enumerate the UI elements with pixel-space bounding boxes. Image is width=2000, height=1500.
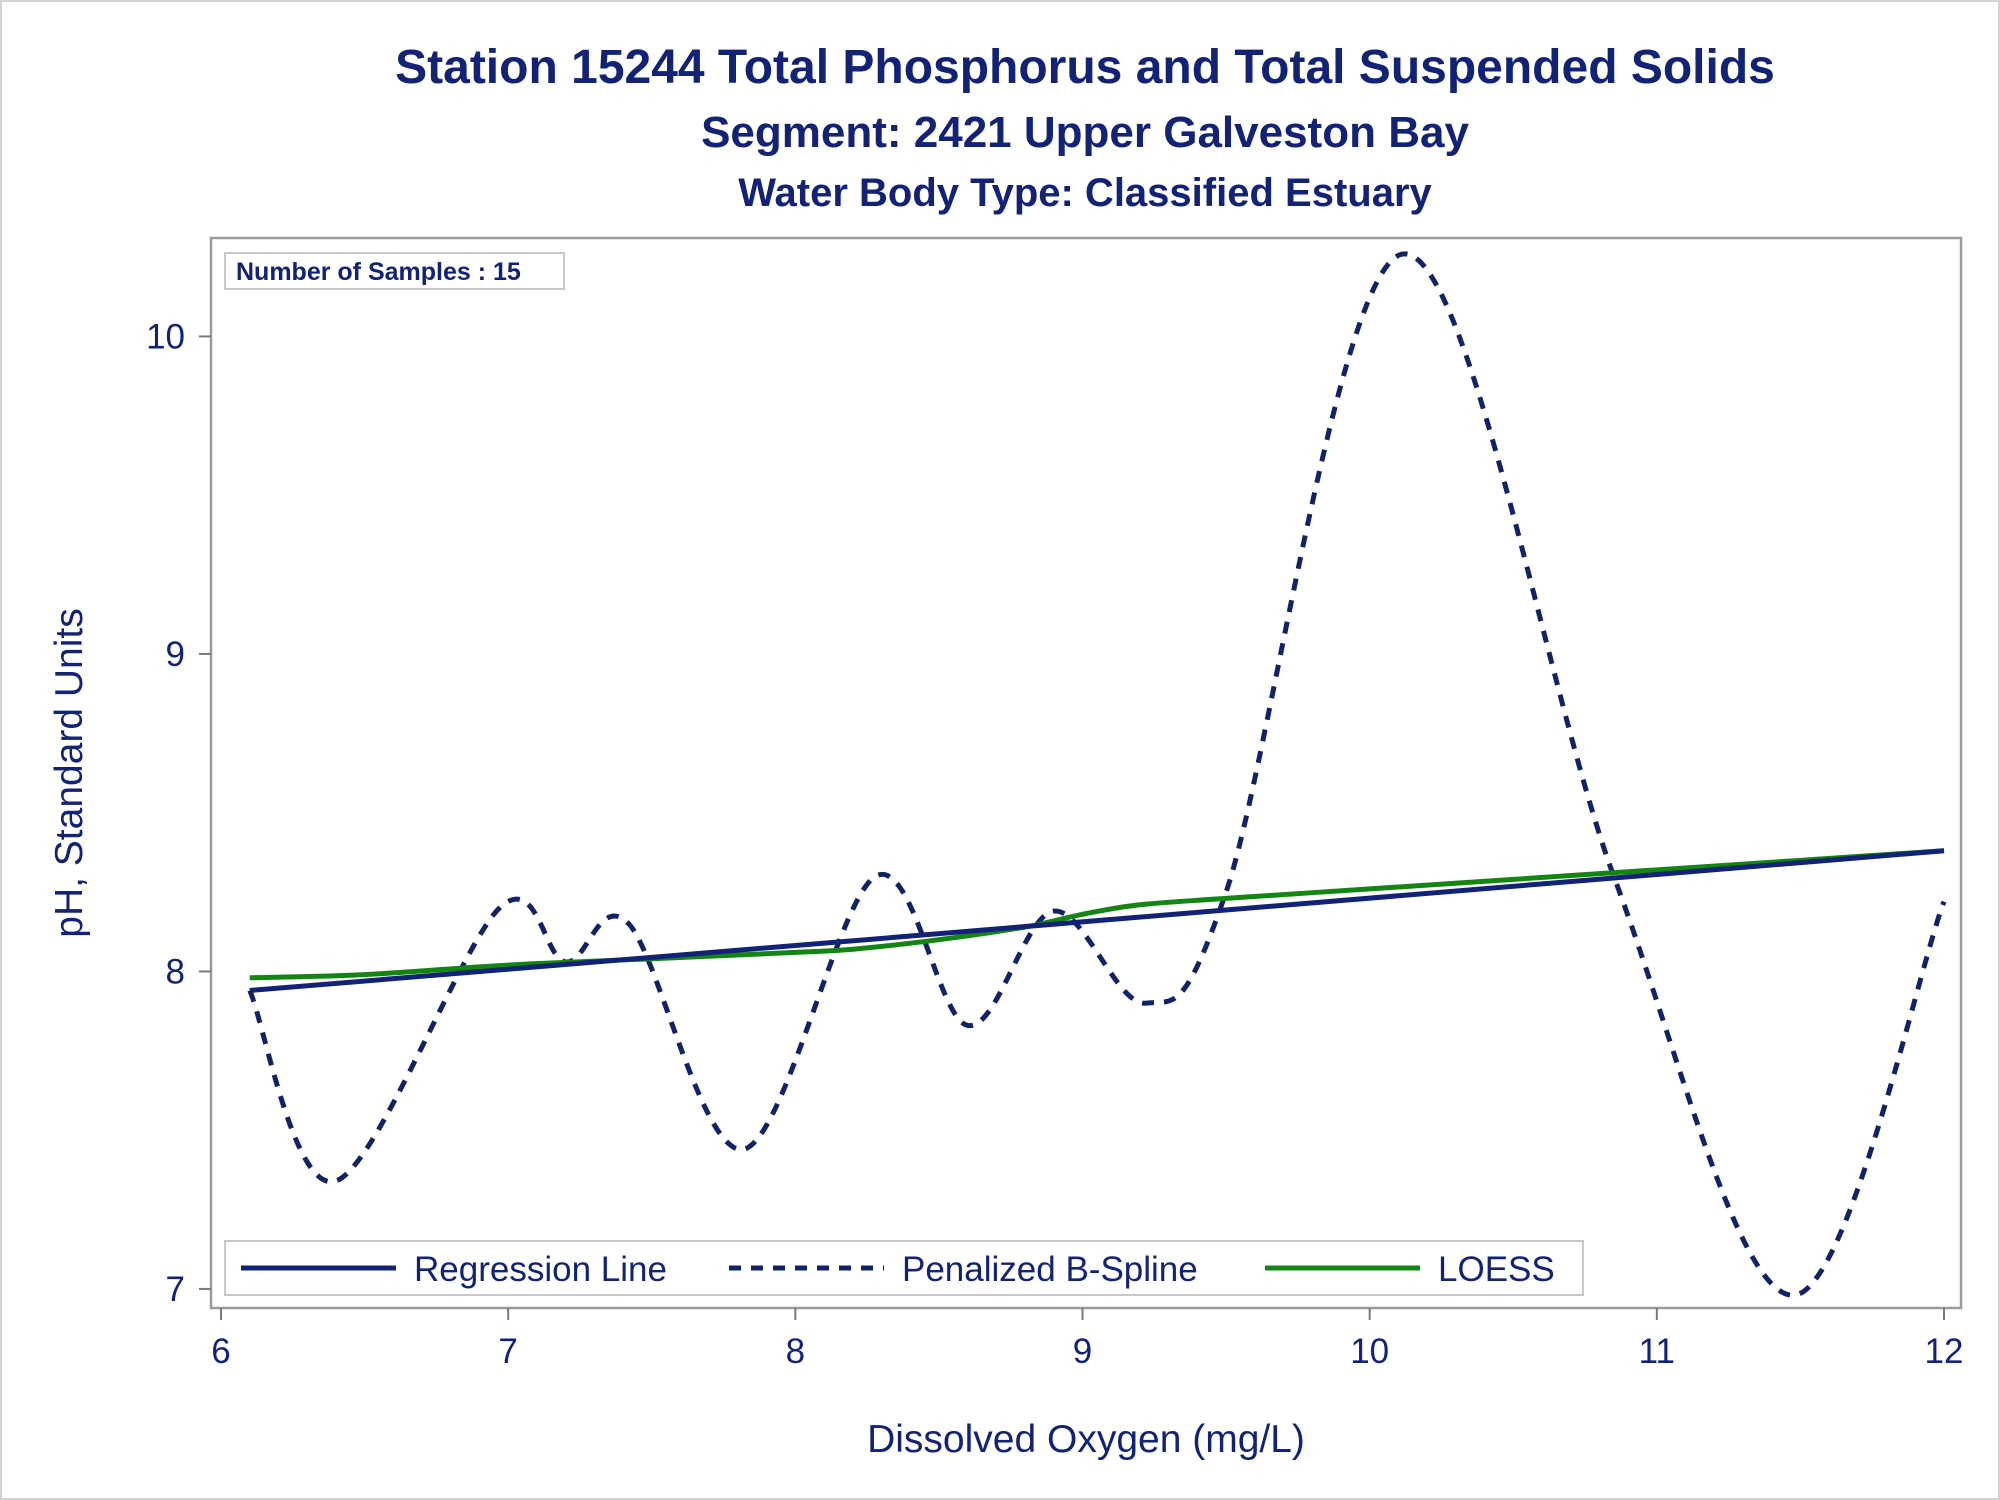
legend: Regression Line Penalized B-Spline LOESS — [224, 1240, 1584, 1296]
y-axis: 7 8 9 10 — [146, 317, 211, 1309]
y-tick-label: 10 — [146, 317, 185, 356]
samples-inset-text: Number of Samples : 15 — [236, 258, 521, 286]
chart-subtitle: Segment: 2421 Upper Galveston Bay — [701, 108, 1469, 157]
y-axis-label: pH, Standard Units — [48, 608, 91, 938]
chart-title: Station 15244 Total Phosphorus and Total… — [395, 41, 1775, 94]
y-tick-label: 8 — [166, 952, 185, 991]
x-axis: 6 7 8 9 10 11 12 — [211, 1308, 1963, 1371]
series-line-regression-line — [249, 848, 1945, 993]
x-tick-label: 12 — [1925, 1332, 1964, 1371]
x-tick-label: 8 — [786, 1332, 805, 1371]
chart-subtitle-2: Water Body Type: Classified Estuary — [738, 171, 1432, 215]
x-tick-label: 7 — [498, 1332, 517, 1371]
series-layer — [247, 251, 1947, 1298]
x-tick-label: 10 — [1350, 1332, 1389, 1371]
plot-area — [209, 236, 1963, 1310]
legend-label-regression-line: Regression Line — [414, 1250, 667, 1289]
series-line-loess — [249, 848, 1945, 981]
x-tick-label: 6 — [211, 1332, 230, 1371]
series-line-penalized-b-spline — [247, 251, 1947, 1298]
x-tick-label: 11 — [1639, 1332, 1675, 1371]
legend-label-penalized-b-spline: Penalized B-Spline — [902, 1250, 1198, 1289]
y-tick-label: 7 — [166, 1270, 185, 1309]
samples-inset-box — [224, 252, 565, 290]
x-tick-label: 9 — [1073, 1332, 1092, 1371]
x-axis-label: Dissolved Oxygen (mg/L) — [867, 1418, 1305, 1461]
legend-label-loess: LOESS — [1438, 1250, 1555, 1289]
y-tick-label: 9 — [166, 635, 185, 674]
